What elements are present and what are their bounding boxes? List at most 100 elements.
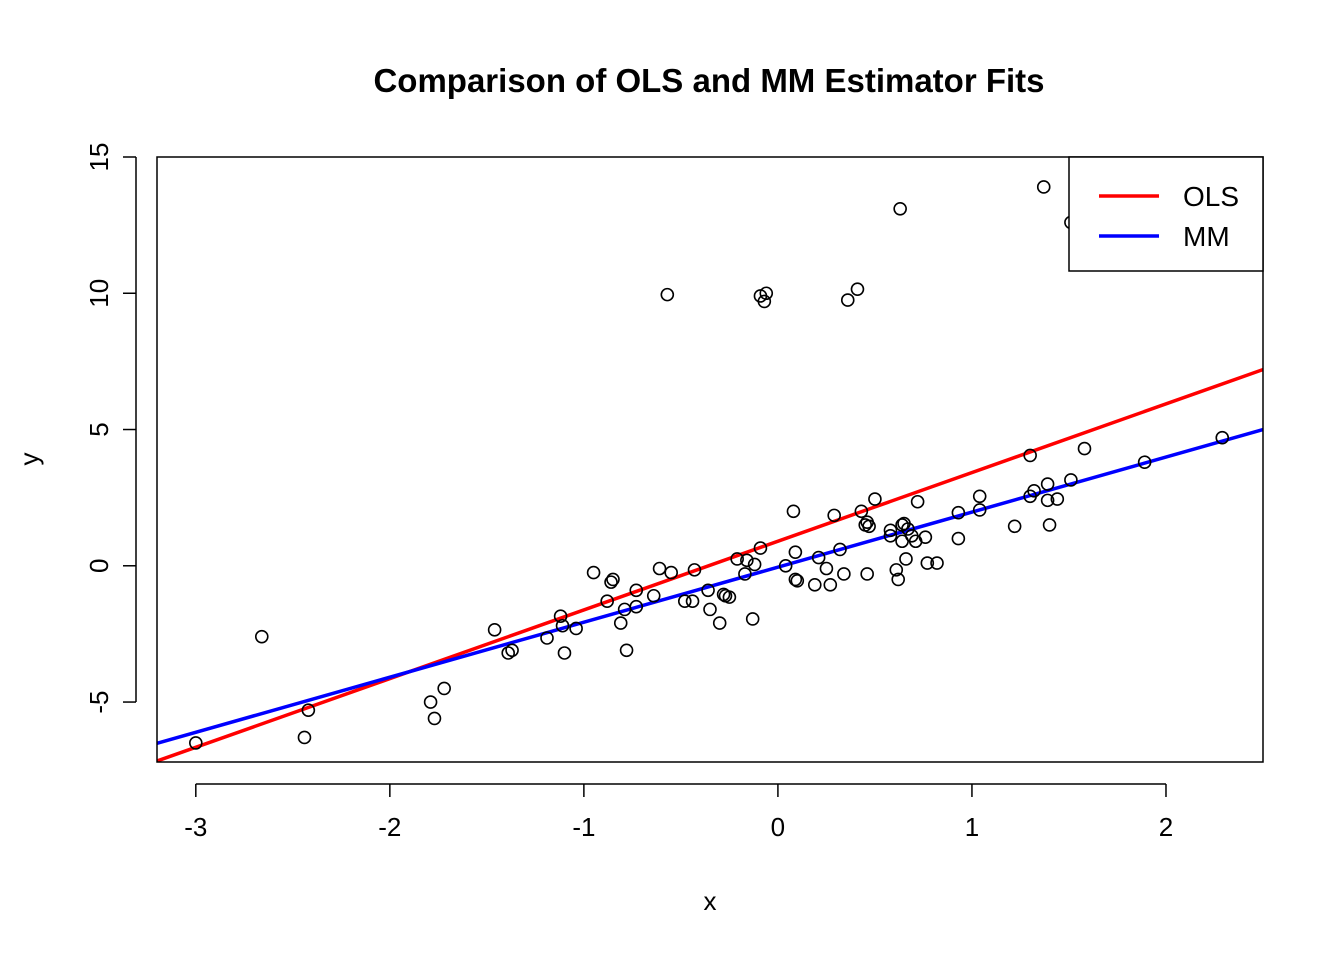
- y-tick-label: -5: [84, 690, 114, 713]
- legend-box: [1068, 156, 1264, 272]
- x-tick-label: 2: [1159, 812, 1173, 842]
- data-point: [600, 594, 614, 609]
- data-point: [586, 565, 601, 580]
- data-point: [1027, 484, 1041, 498]
- data-point: [840, 293, 855, 307]
- data-point: [730, 552, 744, 566]
- x-tick-label: 1: [965, 812, 979, 842]
- data-point: [1036, 180, 1051, 194]
- data-point: [701, 583, 715, 598]
- x-axis: -3 -2 -1 0 1 2: [184, 783, 1173, 842]
- data-point: [553, 609, 568, 624]
- data-point: [788, 545, 803, 559]
- data-point: [819, 561, 834, 576]
- y-tick-label: 10: [84, 279, 114, 308]
- mm-fit-line: [157, 427, 1263, 746]
- data-point: [557, 646, 572, 660]
- data-point: [951, 531, 966, 546]
- data-point: [740, 553, 754, 568]
- y-tick-label: 5: [84, 422, 114, 436]
- data-point: [619, 643, 634, 658]
- data-point: [505, 643, 519, 658]
- data-point: [918, 530, 933, 544]
- data-point: [1040, 493, 1055, 508]
- data-point: [604, 575, 618, 589]
- data-point: [860, 567, 874, 581]
- data-point: [883, 529, 898, 543]
- data-point: [951, 505, 966, 520]
- fit-lines: [157, 367, 1263, 762]
- data-point: [629, 583, 644, 598]
- data-point: [1077, 441, 1092, 456]
- data-point: [301, 703, 316, 718]
- data-point: [1137, 455, 1152, 470]
- ols-fit-line: [157, 367, 1263, 762]
- data-point: [891, 572, 906, 587]
- data-point: [664, 565, 678, 580]
- data-point: [677, 594, 692, 609]
- data-point: [606, 572, 620, 587]
- data-point: [722, 590, 737, 604]
- y-axis: -5 0 5 10 15: [84, 143, 137, 714]
- data-point: [837, 567, 851, 581]
- data-point: [899, 552, 913, 566]
- data-point: [790, 573, 805, 588]
- y-tick-label: 15: [84, 143, 114, 172]
- data-point: [868, 492, 882, 506]
- legend-label-ols: OLS: [1183, 181, 1239, 212]
- chart-title: Comparison of OLS and MM Estimator Fits: [373, 62, 1044, 99]
- data-point: [712, 616, 727, 630]
- data-point: [437, 681, 451, 696]
- data-point: [823, 578, 838, 592]
- data-point: [920, 556, 935, 570]
- data-point: [569, 621, 583, 636]
- x-tick-label: 0: [771, 812, 785, 842]
- data-point: [827, 508, 841, 523]
- data-point: [811, 550, 826, 565]
- data-point: [778, 558, 793, 573]
- data-point: [850, 282, 865, 296]
- data-point: [910, 494, 925, 509]
- data-point: [427, 711, 442, 726]
- y-axis-label: y: [14, 453, 44, 466]
- x-tick-label: -2: [378, 812, 401, 842]
- data-point: [786, 504, 801, 519]
- data-point: [652, 561, 667, 576]
- scatter-points: [189, 180, 1230, 750]
- plot-frame: [156, 156, 1264, 763]
- data-point: [893, 201, 907, 216]
- data-point: [807, 578, 822, 592]
- data-point: [555, 618, 570, 633]
- data-point: [189, 736, 203, 750]
- data-point: [423, 695, 438, 709]
- data-point: [501, 646, 516, 660]
- data-point: [738, 567, 752, 581]
- data-point: [687, 563, 702, 577]
- data-point: [540, 631, 554, 645]
- data-point: [646, 588, 661, 603]
- data-point: [757, 294, 772, 309]
- data-point: [930, 556, 944, 570]
- data-point: [254, 629, 269, 644]
- data-point: [883, 523, 898, 538]
- x-axis-label: x: [704, 886, 717, 916]
- data-point: [862, 519, 876, 534]
- data-point: [703, 602, 717, 617]
- data-point: [753, 541, 768, 555]
- data-point: [747, 557, 762, 572]
- x-tick-label: -3: [184, 812, 207, 842]
- data-point: [889, 563, 904, 577]
- x-tick-label: -1: [572, 812, 595, 842]
- data-point: [901, 522, 915, 536]
- data-point: [685, 594, 700, 609]
- data-point: [788, 572, 803, 587]
- y-tick-label: 0: [84, 559, 114, 573]
- legend-label-mm: MM: [1183, 221, 1230, 252]
- data-point: [1050, 492, 1065, 506]
- data-point: [487, 623, 502, 637]
- data-point: [745, 612, 760, 626]
- data-point: [660, 287, 675, 302]
- data-point: [1215, 430, 1230, 445]
- data-point: [759, 286, 774, 301]
- data-point: [833, 542, 847, 557]
